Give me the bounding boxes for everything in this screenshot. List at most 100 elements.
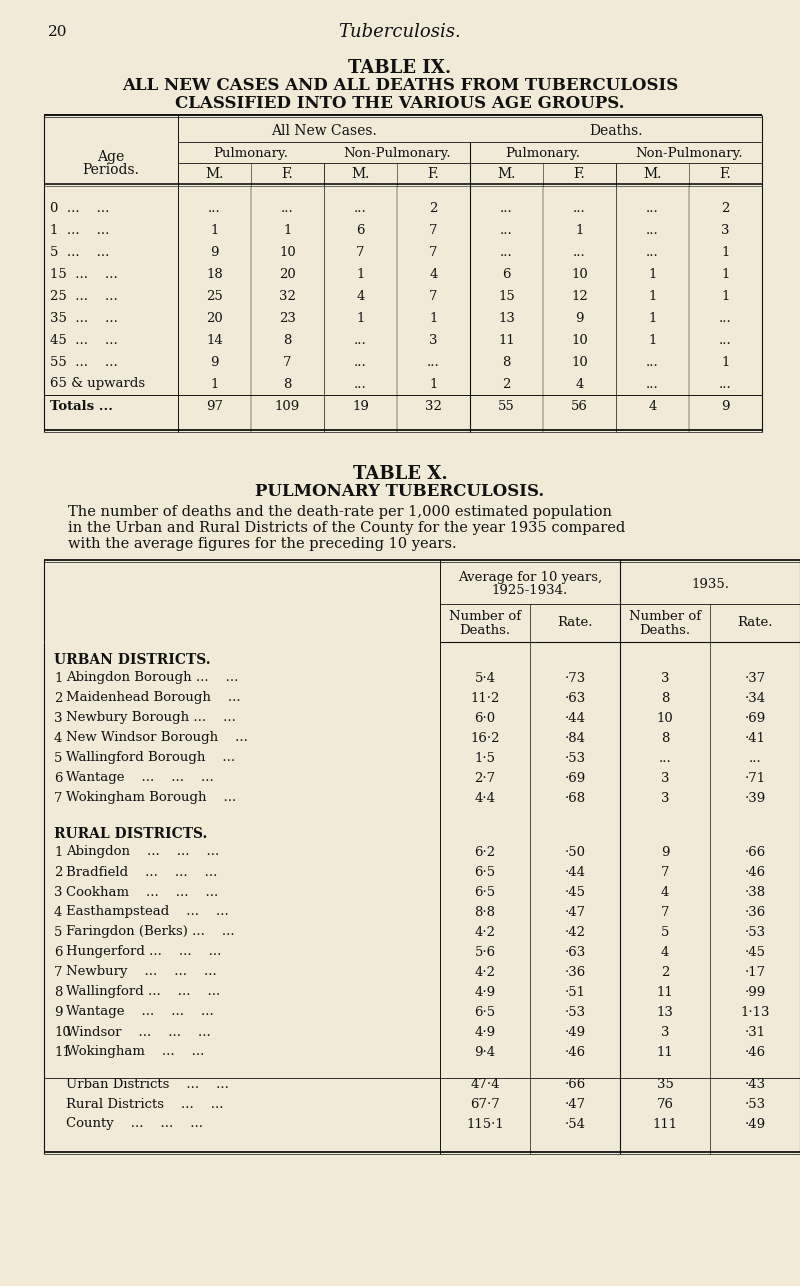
Text: 35: 35 (657, 1078, 674, 1091)
Text: 4·2: 4·2 (474, 926, 495, 939)
Text: 6: 6 (356, 224, 365, 237)
Text: 6·0: 6·0 (474, 711, 495, 724)
Text: 6·2: 6·2 (474, 845, 495, 859)
Text: 2: 2 (54, 865, 62, 878)
Text: 1: 1 (648, 267, 657, 280)
Text: 4·2: 4·2 (474, 966, 495, 979)
Text: 5·4: 5·4 (474, 671, 495, 684)
Text: ·54: ·54 (565, 1118, 586, 1130)
Text: 5: 5 (54, 751, 62, 764)
Text: ·53: ·53 (745, 926, 766, 939)
Text: 6·5: 6·5 (474, 865, 495, 878)
Text: All New Cases.: All New Cases. (271, 123, 377, 138)
Text: 7: 7 (283, 355, 292, 369)
Text: 2: 2 (502, 378, 510, 391)
Text: Deaths.: Deaths. (590, 123, 642, 138)
Text: 1·5: 1·5 (474, 751, 495, 764)
Text: ...: ... (208, 202, 221, 215)
Text: in the Urban and Rural Districts of the County for the year 1935 compared: in the Urban and Rural Districts of the … (68, 521, 626, 535)
Text: Average for 10 years,: Average for 10 years, (458, 571, 602, 585)
Text: ·53: ·53 (565, 1006, 586, 1019)
Text: ·39: ·39 (744, 791, 766, 805)
Text: 6: 6 (502, 267, 510, 280)
Text: Wantage    ...    ...    ...: Wantage ... ... ... (66, 1006, 214, 1019)
Text: 1: 1 (210, 224, 218, 237)
Text: 1: 1 (648, 311, 657, 324)
Text: ...: ... (646, 202, 659, 215)
Text: Rural Districts    ...    ...: Rural Districts ... ... (66, 1097, 223, 1111)
Text: Pulmonary.: Pulmonary. (506, 148, 581, 161)
Text: 4·9: 4·9 (474, 1025, 495, 1039)
Text: 4: 4 (54, 905, 62, 918)
Text: 4: 4 (356, 289, 365, 302)
Text: with the average figures for the preceding 10 years.: with the average figures for the precedi… (68, 538, 457, 550)
Text: 9: 9 (54, 1006, 62, 1019)
Text: 15: 15 (498, 289, 515, 302)
Text: 11·2: 11·2 (470, 692, 500, 705)
Text: CLASSIFIED INTO THE VARIOUS AGE GROUPS.: CLASSIFIED INTO THE VARIOUS AGE GROUPS. (175, 94, 625, 112)
Text: 2: 2 (661, 966, 669, 979)
Text: 4: 4 (648, 400, 657, 413)
Text: 1: 1 (722, 289, 730, 302)
Text: ...: ... (281, 202, 294, 215)
Text: 1925-1934.: 1925-1934. (492, 585, 568, 598)
Text: ·69: ·69 (564, 772, 586, 784)
Text: 1: 1 (210, 378, 218, 391)
Text: 9: 9 (722, 400, 730, 413)
Text: 3: 3 (661, 772, 670, 784)
Text: ·45: ·45 (565, 886, 586, 899)
Text: ALL NEW CASES AND ALL DEATHS FROM TUBERCULOSIS: ALL NEW CASES AND ALL DEATHS FROM TUBERC… (122, 77, 678, 94)
Text: 12: 12 (571, 289, 588, 302)
Text: ...: ... (354, 355, 367, 369)
Text: ·71: ·71 (745, 772, 766, 784)
Text: 15  ...    ...: 15 ... ... (50, 267, 118, 280)
Text: ·53: ·53 (745, 1097, 766, 1111)
Text: ...: ... (749, 751, 762, 764)
Text: ·63: ·63 (564, 945, 586, 958)
Text: 4·9: 4·9 (474, 985, 495, 998)
Text: 0  ...    ...: 0 ... ... (50, 202, 110, 215)
Text: Abingdon    ...    ...    ...: Abingdon ... ... ... (66, 845, 219, 859)
Text: ...: ... (500, 224, 513, 237)
Text: 10: 10 (54, 1025, 70, 1039)
Text: ·17: ·17 (745, 966, 766, 979)
Text: 11: 11 (657, 985, 674, 998)
Text: 7: 7 (430, 224, 438, 237)
Text: Non-Pulmonary.: Non-Pulmonary. (635, 148, 743, 161)
Text: 14: 14 (206, 333, 223, 346)
Text: Rate.: Rate. (558, 616, 593, 630)
Text: 6: 6 (54, 772, 62, 784)
Text: ...: ... (500, 246, 513, 258)
Text: ·73: ·73 (564, 671, 586, 684)
Text: F.: F. (428, 167, 439, 181)
Text: County    ...    ...    ...: County ... ... ... (66, 1118, 203, 1130)
Text: 9: 9 (210, 355, 218, 369)
Text: Tuberculosis.: Tuberculosis. (338, 23, 462, 41)
Text: 4: 4 (430, 267, 438, 280)
Text: M.: M. (498, 167, 516, 181)
Text: ...: ... (427, 355, 440, 369)
Text: 6·5: 6·5 (474, 886, 495, 899)
Text: 3: 3 (661, 671, 670, 684)
Text: Wokingham Borough    ...: Wokingham Borough ... (66, 791, 236, 805)
Text: ·36: ·36 (564, 966, 586, 979)
Text: The number of deaths and the death-rate per 1,000 estimated population: The number of deaths and the death-rate … (68, 505, 612, 520)
Text: 2·7: 2·7 (474, 772, 495, 784)
Text: 4: 4 (661, 945, 669, 958)
Text: 76: 76 (657, 1097, 674, 1111)
Text: ...: ... (646, 224, 659, 237)
Text: 1: 1 (575, 224, 584, 237)
Text: ·49: ·49 (565, 1025, 586, 1039)
Text: ·69: ·69 (744, 711, 766, 724)
Text: 32: 32 (279, 289, 296, 302)
Text: ...: ... (646, 246, 659, 258)
Text: 16·2: 16·2 (470, 732, 500, 745)
Text: ·46: ·46 (565, 1046, 586, 1058)
Text: 10: 10 (571, 267, 588, 280)
Text: 2: 2 (430, 202, 438, 215)
Text: Wokingham    ...    ...: Wokingham ... ... (66, 1046, 204, 1058)
Text: 10: 10 (279, 246, 296, 258)
Text: M.: M. (351, 167, 370, 181)
Text: Urban Districts    ...    ...: Urban Districts ... ... (66, 1078, 229, 1091)
Text: M.: M. (643, 167, 662, 181)
